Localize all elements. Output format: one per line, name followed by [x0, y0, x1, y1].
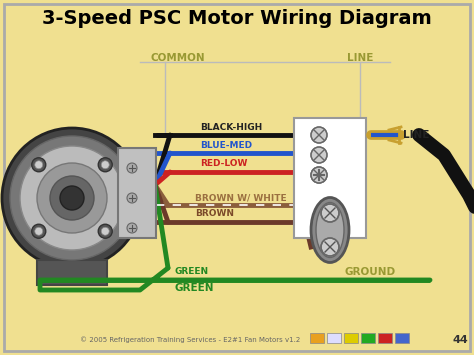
Text: BROWN W/ WHITE: BROWN W/ WHITE [195, 193, 287, 202]
Circle shape [321, 204, 339, 222]
FancyBboxPatch shape [378, 333, 392, 343]
Text: © 2005 Refrigeration Training Services - E2#1 Fan Motors v1.2: © 2005 Refrigeration Training Services -… [80, 337, 300, 343]
FancyBboxPatch shape [395, 333, 409, 343]
Circle shape [50, 176, 94, 220]
Text: LINE: LINE [403, 130, 429, 140]
Circle shape [35, 161, 43, 169]
Circle shape [311, 167, 327, 183]
Circle shape [10, 136, 134, 260]
Text: BROWN: BROWN [195, 209, 234, 218]
FancyBboxPatch shape [4, 4, 470, 351]
FancyBboxPatch shape [310, 333, 324, 343]
Circle shape [2, 128, 142, 268]
Text: GROUND: GROUND [345, 267, 396, 277]
Text: COMMON: COMMON [151, 53, 205, 63]
Circle shape [127, 193, 137, 203]
Ellipse shape [311, 197, 349, 262]
FancyBboxPatch shape [361, 333, 375, 343]
Text: RED-LOW: RED-LOW [200, 158, 247, 168]
Text: GREEN: GREEN [175, 283, 215, 293]
FancyBboxPatch shape [344, 333, 358, 343]
Circle shape [127, 223, 137, 233]
Circle shape [60, 186, 84, 210]
Text: LINE: LINE [347, 53, 373, 63]
FancyBboxPatch shape [37, 260, 107, 285]
Circle shape [98, 158, 112, 172]
Circle shape [101, 227, 109, 235]
Circle shape [20, 146, 124, 250]
Circle shape [311, 167, 327, 183]
Circle shape [98, 224, 112, 238]
Text: BLUE-MED: BLUE-MED [200, 141, 252, 149]
FancyBboxPatch shape [118, 148, 156, 238]
Circle shape [321, 238, 339, 256]
Circle shape [37, 163, 107, 233]
Circle shape [311, 147, 327, 163]
Text: BLACK-HIGH: BLACK-HIGH [200, 122, 262, 131]
Circle shape [311, 127, 327, 143]
Circle shape [35, 227, 43, 235]
Circle shape [32, 224, 46, 238]
Text: 3-Speed PSC Motor Wiring Diagram: 3-Speed PSC Motor Wiring Diagram [42, 9, 432, 27]
Ellipse shape [316, 202, 344, 257]
Text: 44: 44 [452, 335, 468, 345]
Circle shape [32, 158, 46, 172]
Circle shape [101, 161, 109, 169]
Circle shape [127, 163, 137, 173]
FancyBboxPatch shape [327, 333, 341, 343]
Text: GREEN: GREEN [175, 268, 209, 277]
FancyBboxPatch shape [294, 118, 366, 238]
